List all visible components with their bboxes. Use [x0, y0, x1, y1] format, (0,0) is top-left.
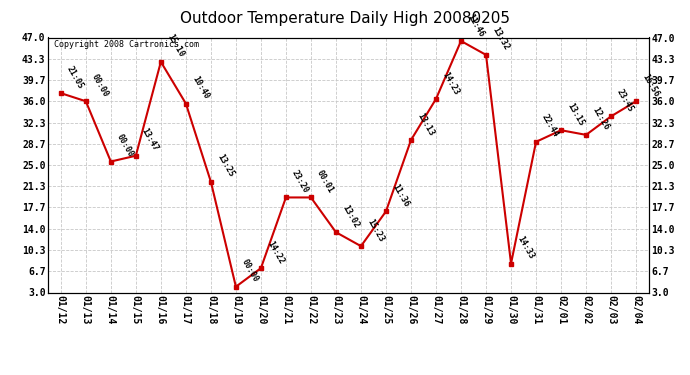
Text: Outdoor Temperature Daily High 20080205: Outdoor Temperature Daily High 20080205	[180, 11, 510, 26]
Text: 13:02: 13:02	[340, 203, 360, 229]
Text: 12:26: 12:26	[590, 106, 611, 132]
Text: 13:25: 13:25	[215, 153, 235, 179]
Text: 00:00: 00:00	[115, 133, 135, 159]
Text: 14:33: 14:33	[515, 235, 535, 261]
Text: 15:23: 15:23	[365, 217, 386, 243]
Text: 13:13: 13:13	[415, 111, 435, 137]
Text: 10:40: 10:40	[190, 75, 210, 101]
Text: 13:15: 13:15	[565, 101, 586, 128]
Text: 11:46: 11:46	[465, 12, 486, 38]
Text: 15:10: 15:10	[165, 33, 186, 59]
Text: 00:00: 00:00	[240, 258, 260, 284]
Text: Copyright 2008 Cartronics.com: Copyright 2008 Cartronics.com	[55, 40, 199, 49]
Text: 23:20: 23:20	[290, 168, 310, 195]
Text: 14:23: 14:23	[440, 70, 460, 96]
Text: 11:36: 11:36	[390, 182, 411, 209]
Text: 16:56: 16:56	[640, 72, 660, 99]
Text: 00:01: 00:01	[315, 168, 335, 195]
Text: 14:22: 14:22	[265, 239, 286, 266]
Text: 00:00: 00:00	[90, 72, 110, 99]
Text: 22:44: 22:44	[540, 113, 560, 139]
Text: 23:45: 23:45	[615, 87, 635, 114]
Text: 21:05: 21:05	[65, 64, 86, 90]
Text: 13:32: 13:32	[490, 26, 511, 52]
Text: 13:47: 13:47	[140, 127, 160, 153]
